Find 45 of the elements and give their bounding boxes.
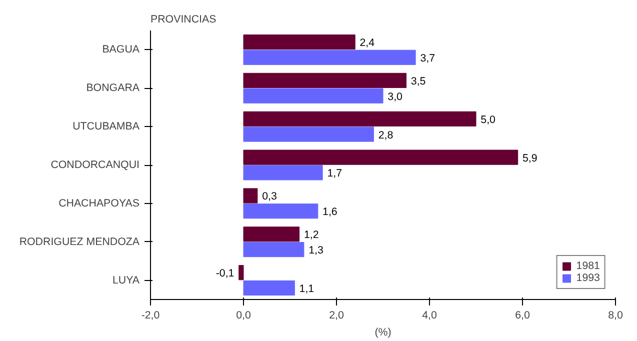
y-tick-label: CHACHAPOYAS [58,197,140,210]
x-tick-label: 6,0 [515,310,530,322]
legend-label: 1981 [576,260,600,272]
x-tick-label: 4,0 [422,310,437,322]
x-tick-label: -2,0 [141,310,160,322]
bar [243,111,476,126]
bar [243,165,323,180]
data-label: -0,1 [216,268,234,280]
data-label: 2,8 [378,129,394,142]
data-label: 1,6 [322,206,338,218]
bar [243,242,304,258]
y-axis-title: PROVINCIAS [150,14,216,26]
bar [243,126,374,142]
data-label: 1,3 [308,244,324,257]
x-axis-title: (%) [374,326,392,338]
y-tick-label: LUYA [112,274,140,286]
data-label: 3,7 [420,52,436,64]
bar [243,226,300,242]
y-tick-label: BAGUA [102,44,140,56]
data-label: 0,3 [262,190,277,203]
data-label: 1,1 [299,282,314,295]
bar [243,50,416,65]
x-tick-label: 2,0 [329,310,344,322]
bar [243,188,258,204]
bar [243,88,384,104]
bar [243,280,295,296]
bar [243,34,356,50]
bar [243,72,406,88]
y-tick-label: CONDORCANQUI [50,159,140,171]
data-label: 2,4 [360,37,375,50]
x-tick-label: 0,0 [236,310,251,322]
y-tick-label: BONGARA [86,82,140,94]
bar [243,204,318,219]
legend-label: 1993 [576,272,600,284]
data-label: 3,5 [410,75,426,88]
data-label: 3,0 [388,90,403,103]
data-label: 5,9 [522,152,538,164]
bar [243,150,518,165]
data-label: 1,2 [304,229,319,242]
data-label: 5,0 [480,114,496,126]
y-tick-label: UTCUBAMBA [72,120,140,133]
bar [238,265,244,280]
data-label: 1,7 [327,168,342,180]
x-tick-label: 8,0 [608,310,623,322]
y-tick-label: RODRIGUEZ MENDOZA [19,236,140,248]
